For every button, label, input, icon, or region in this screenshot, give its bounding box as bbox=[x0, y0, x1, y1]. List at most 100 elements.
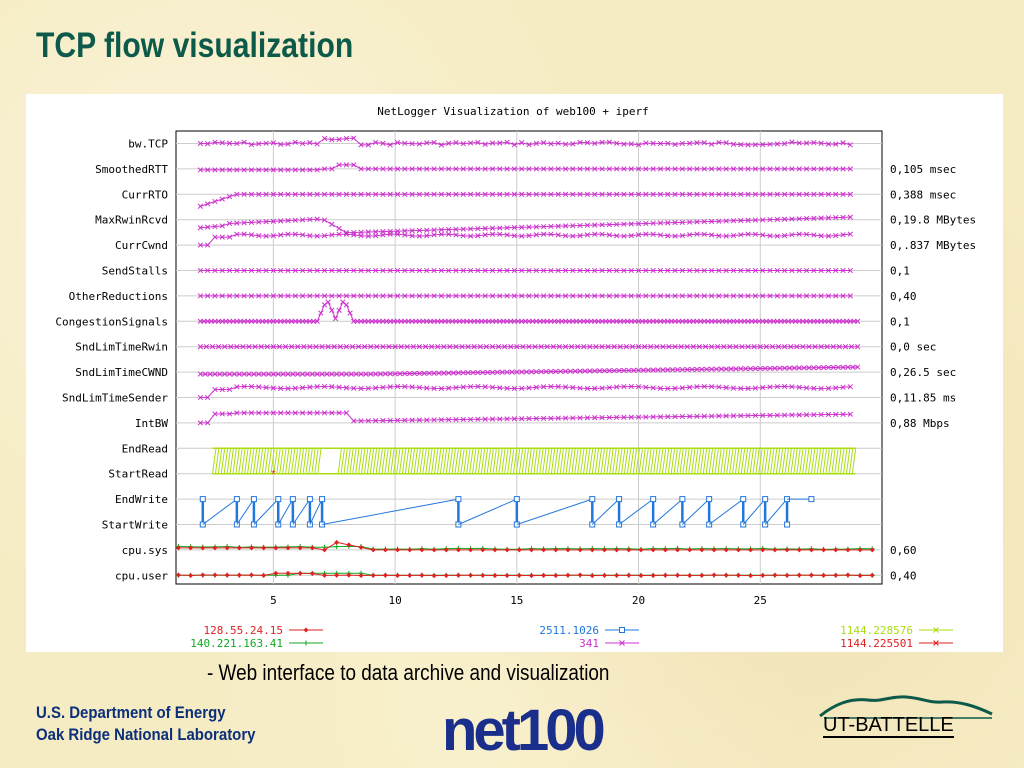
data-point bbox=[329, 384, 335, 390]
data-point bbox=[760, 293, 766, 299]
data-point bbox=[752, 293, 759, 299]
data-point bbox=[643, 267, 649, 274]
data-point bbox=[672, 166, 678, 172]
net100-logo: net100 bbox=[442, 698, 608, 763]
data-point bbox=[570, 223, 576, 229]
data-point bbox=[358, 573, 364, 579]
data-point bbox=[188, 545, 194, 551]
data-point bbox=[431, 267, 437, 274]
data-point bbox=[382, 371, 389, 377]
data-point bbox=[358, 544, 364, 550]
data-point bbox=[718, 366, 724, 372]
data-point bbox=[365, 233, 371, 239]
data-point bbox=[708, 344, 715, 350]
data-point bbox=[346, 542, 352, 548]
data-point bbox=[577, 191, 583, 197]
data-point bbox=[443, 573, 449, 579]
data-point bbox=[410, 344, 417, 350]
data-point bbox=[738, 413, 744, 419]
data-point bbox=[226, 386, 233, 393]
data-point bbox=[796, 412, 802, 418]
data-point bbox=[752, 217, 759, 223]
data-point bbox=[786, 365, 793, 371]
data-point bbox=[694, 384, 700, 390]
data-point bbox=[540, 140, 547, 146]
data-point bbox=[577, 415, 583, 421]
data-point bbox=[475, 383, 481, 390]
data-point bbox=[587, 344, 593, 350]
data-point bbox=[370, 547, 376, 553]
data-point bbox=[748, 547, 754, 553]
data-point bbox=[197, 267, 203, 274]
data-point bbox=[781, 216, 788, 222]
data-point bbox=[285, 371, 291, 377]
data-point bbox=[446, 226, 452, 233]
data-point bbox=[577, 293, 583, 299]
data-point bbox=[446, 191, 452, 197]
data-point bbox=[611, 367, 617, 374]
x-tick-label: 25 bbox=[754, 594, 767, 607]
data-point bbox=[650, 140, 656, 146]
data-point bbox=[204, 420, 211, 426]
data-point bbox=[657, 191, 664, 197]
data-point bbox=[628, 233, 634, 239]
data-point bbox=[270, 344, 277, 350]
data-point bbox=[314, 216, 320, 222]
data-point bbox=[519, 385, 525, 392]
data-point bbox=[840, 411, 846, 417]
data-point bbox=[847, 267, 854, 274]
data-point bbox=[260, 371, 267, 377]
data-point bbox=[264, 344, 270, 350]
data-point bbox=[372, 293, 379, 299]
data-point bbox=[767, 412, 773, 418]
data-point bbox=[672, 233, 678, 239]
data-point bbox=[836, 344, 843, 350]
data-point bbox=[289, 496, 296, 503]
data-point bbox=[278, 267, 284, 274]
data-point bbox=[497, 416, 503, 422]
data-point bbox=[803, 231, 810, 237]
data-point bbox=[504, 416, 510, 422]
data-point bbox=[426, 370, 432, 376]
data-point bbox=[806, 365, 812, 371]
data-point bbox=[407, 370, 413, 377]
data-point bbox=[419, 572, 425, 578]
data-point bbox=[422, 344, 429, 350]
data-point bbox=[672, 293, 678, 299]
data-point bbox=[475, 139, 481, 146]
data-point bbox=[374, 344, 380, 350]
data-point bbox=[256, 410, 262, 416]
data-point bbox=[380, 293, 386, 299]
data-point bbox=[739, 344, 745, 350]
data-point bbox=[833, 572, 839, 578]
data-point bbox=[848, 344, 855, 350]
data-point bbox=[336, 293, 342, 299]
data-point bbox=[314, 141, 320, 147]
data-point bbox=[307, 293, 313, 299]
data-point bbox=[752, 231, 759, 237]
data-point bbox=[833, 547, 839, 553]
data-point bbox=[292, 267, 298, 274]
data-point bbox=[447, 344, 453, 350]
data-point bbox=[570, 267, 576, 274]
data-point bbox=[380, 344, 386, 350]
data-point bbox=[285, 191, 291, 197]
data-point bbox=[730, 267, 737, 274]
data-point bbox=[760, 191, 766, 197]
data-point bbox=[467, 416, 474, 423]
data-point bbox=[511, 293, 518, 299]
data-point bbox=[606, 139, 612, 145]
data-point bbox=[721, 344, 727, 350]
data-point bbox=[482, 293, 488, 299]
data-point bbox=[407, 572, 413, 578]
data-point bbox=[592, 368, 598, 374]
data-point bbox=[409, 228, 415, 234]
data-point bbox=[372, 418, 379, 424]
data-point bbox=[398, 344, 404, 350]
data-point bbox=[526, 267, 532, 274]
data-point bbox=[532, 344, 538, 350]
data-point bbox=[708, 293, 715, 299]
data-point bbox=[497, 140, 503, 146]
data-point bbox=[416, 344, 423, 350]
data-point bbox=[301, 344, 307, 350]
